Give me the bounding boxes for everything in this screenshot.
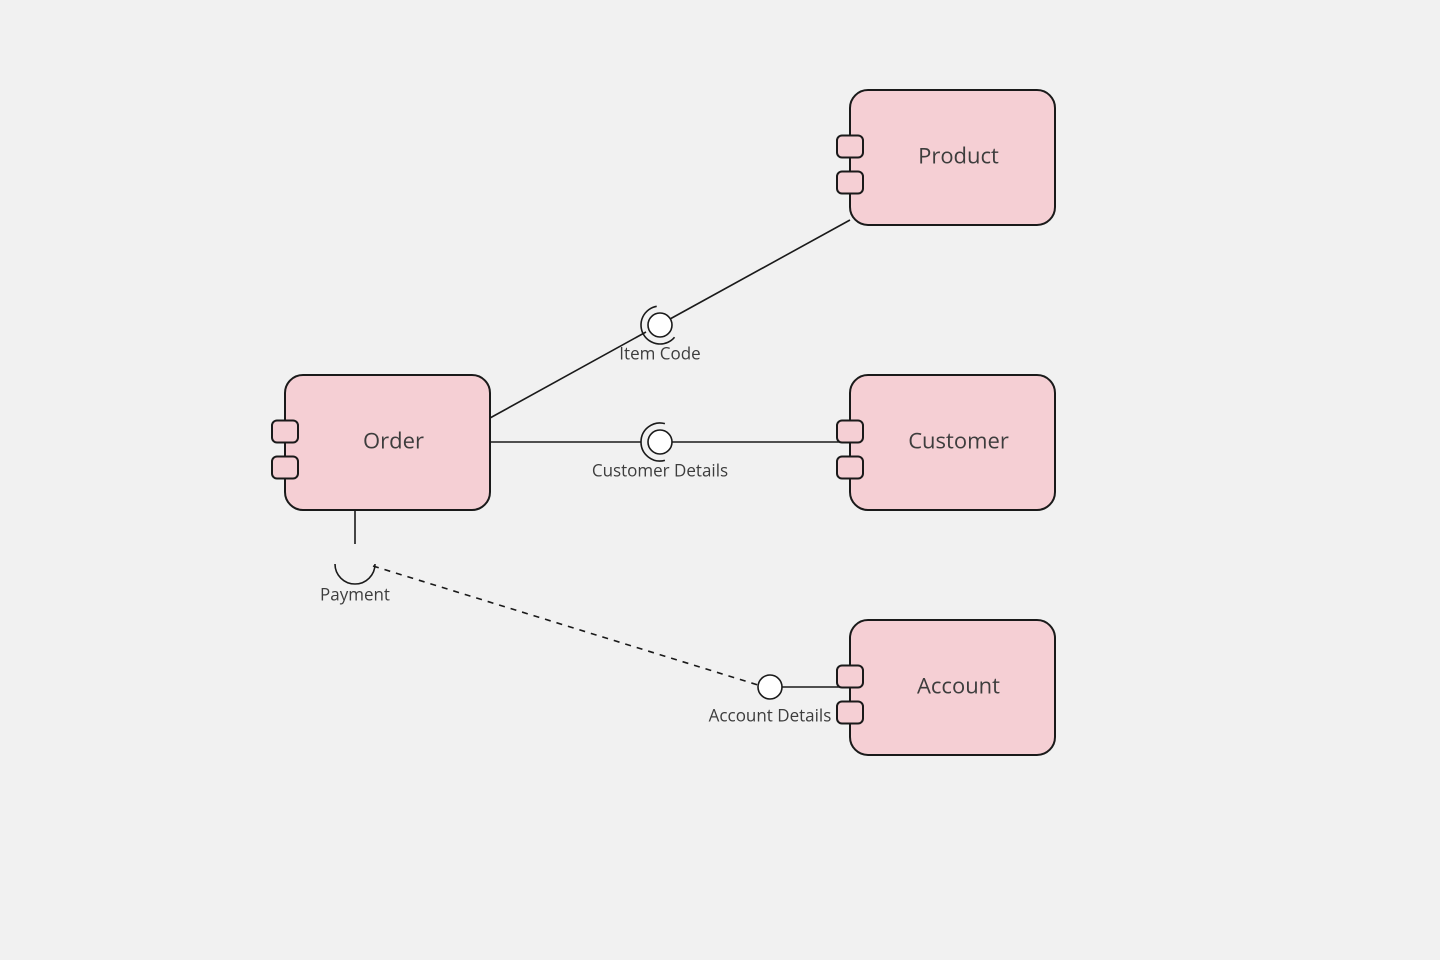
- component-tab-account-1: [837, 702, 863, 724]
- interface-label-item-code: Item Code: [619, 341, 700, 364]
- component-diagram: Item Code Customer Details Account Details…: [0, 0, 1440, 960]
- component-account: Account: [837, 620, 1055, 755]
- component-tab-customer-0: [837, 421, 863, 443]
- component-customer: Customer: [837, 375, 1055, 510]
- interface-label-customer-details: Customer Details: [592, 458, 728, 481]
- ball-customer-details: [648, 430, 672, 454]
- component-tab-order-0: [272, 421, 298, 443]
- component-product: Product: [837, 90, 1055, 225]
- component-label-order: Order: [363, 425, 424, 455]
- component-order: Order: [272, 375, 490, 510]
- component-tab-order-1: [272, 457, 298, 479]
- component-label-customer: Customer: [908, 425, 1009, 455]
- component-tab-account-0: [837, 666, 863, 688]
- ball-item-code: [648, 313, 672, 337]
- component-tab-product-0: [837, 136, 863, 158]
- component-label-account: Account: [917, 670, 1000, 700]
- ball-account-details: [758, 675, 782, 699]
- component-tab-customer-1: [837, 457, 863, 479]
- component-tab-product-1: [837, 172, 863, 194]
- required-port-label-payment: Payment: [320, 582, 390, 605]
- component-label-product: Product: [918, 140, 999, 170]
- interface-label-account-details: Account Details: [709, 703, 832, 726]
